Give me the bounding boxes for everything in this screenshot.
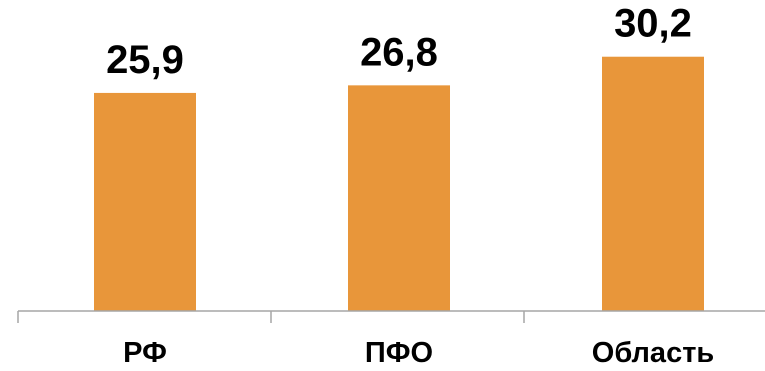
value-label-3: 30,2 (614, 2, 692, 46)
category-label-1: РФ (123, 337, 167, 369)
bar-2 (348, 85, 450, 312)
bar-1 (94, 92, 196, 311)
value-label-1: 25,9 (106, 38, 184, 82)
bars-group (94, 56, 704, 312)
value-label-2: 26,8 (360, 30, 438, 74)
category-label-3: Область (592, 337, 714, 369)
bar-3 (602, 56, 704, 311)
category-label-2: ПФО (365, 337, 433, 369)
x-axis (17, 310, 765, 323)
category-labels-group: РФ ПФО Область (123, 337, 714, 369)
value-labels-group: 25,9 26,8 30,2 (106, 2, 692, 82)
